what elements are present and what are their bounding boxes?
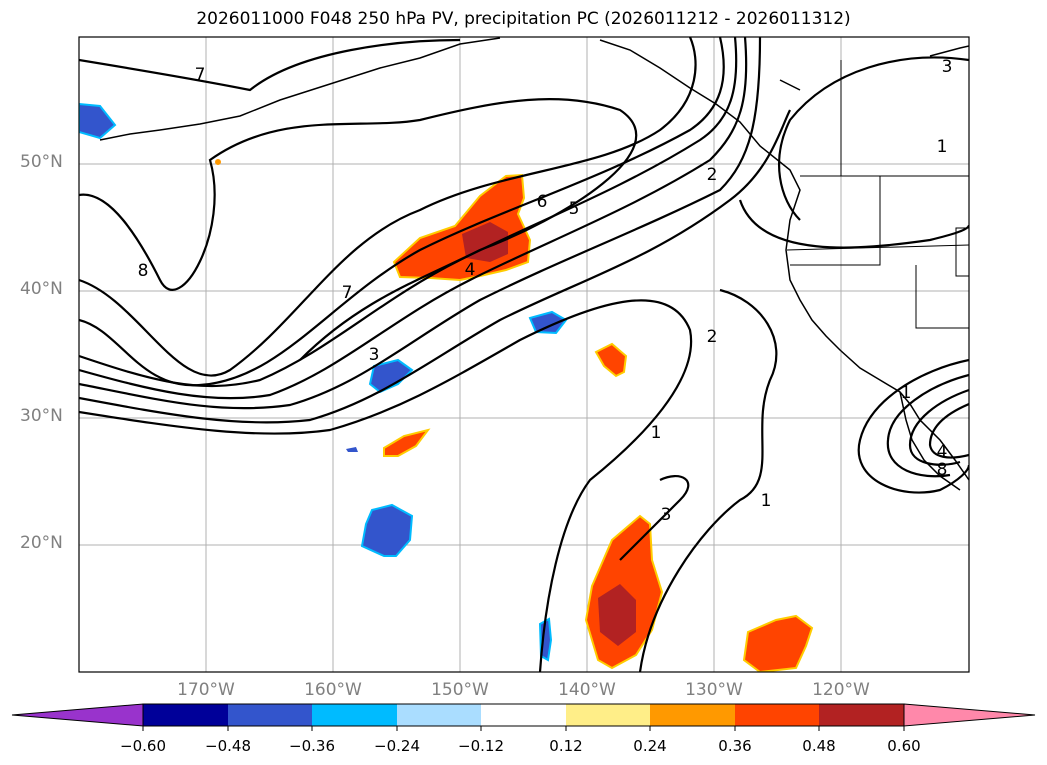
contour-label: 4 — [465, 260, 476, 280]
pv-contour-labels: 7 8 7 6 5 4 3 2 1 3 2 1 1 3 1 4 8 — [138, 57, 953, 525]
contour-label: 3 — [661, 505, 672, 525]
contour-label: 1 — [937, 137, 948, 157]
colorbar-tick-label: −0.60 — [120, 737, 166, 755]
lat-label: 50°N — [20, 152, 63, 172]
precip-negative — [79, 102, 568, 662]
contour-label: 7 — [195, 65, 206, 85]
colorbar-tick-label: 0.12 — [549, 737, 583, 755]
colorbar-tick-label: 0.48 — [802, 737, 836, 755]
lon-label: 170°W — [177, 680, 235, 700]
colorbar-tick-label: 0.36 — [718, 737, 752, 755]
contour-label: 8 — [937, 460, 948, 480]
contour-label: 4 — [937, 442, 948, 462]
contour-label: 1 — [651, 423, 662, 443]
colorbar-tick-label: −0.48 — [205, 737, 251, 755]
contour-label: 5 — [569, 199, 580, 219]
contour-label: 8 — [138, 261, 149, 281]
colorbar — [11, 703, 1036, 731]
contour-label: 2 — [707, 165, 718, 185]
contour-label: 1 — [761, 491, 772, 511]
contour-label: 7 — [342, 283, 353, 303]
lat-label: 20°N — [20, 533, 63, 553]
gridlines — [79, 37, 969, 672]
plot-frame — [78, 36, 970, 673]
colorbar-tick-label: 0.60 — [887, 737, 921, 755]
lon-label: 130°W — [685, 680, 743, 700]
lon-label: 150°W — [431, 680, 489, 700]
contour-label: 3 — [369, 345, 380, 365]
lat-label: 30°N — [20, 406, 63, 426]
map-title: 2026011000 F048 250 hPa PV, precipitatio… — [196, 9, 851, 29]
lon-label: 120°W — [812, 680, 870, 700]
lat-label: 40°N — [20, 279, 63, 299]
coastlines — [99, 37, 969, 491]
colorbar-tick-label: −0.36 — [289, 737, 335, 755]
borders — [786, 60, 969, 329]
lon-label: 140°W — [558, 680, 616, 700]
colorbar-tick-label: −0.24 — [374, 737, 420, 755]
pv-contours — [79, 37, 969, 672]
lon-label: 160°W — [304, 680, 362, 700]
contour-label: 2 — [707, 327, 718, 347]
contour-label: 1 — [901, 383, 912, 403]
contour-label: 6 — [537, 192, 548, 212]
contour-label: 3 — [942, 57, 953, 77]
colorbar-tick-label: −0.12 — [458, 737, 504, 755]
colorbar-tick-label: 0.24 — [633, 737, 667, 755]
